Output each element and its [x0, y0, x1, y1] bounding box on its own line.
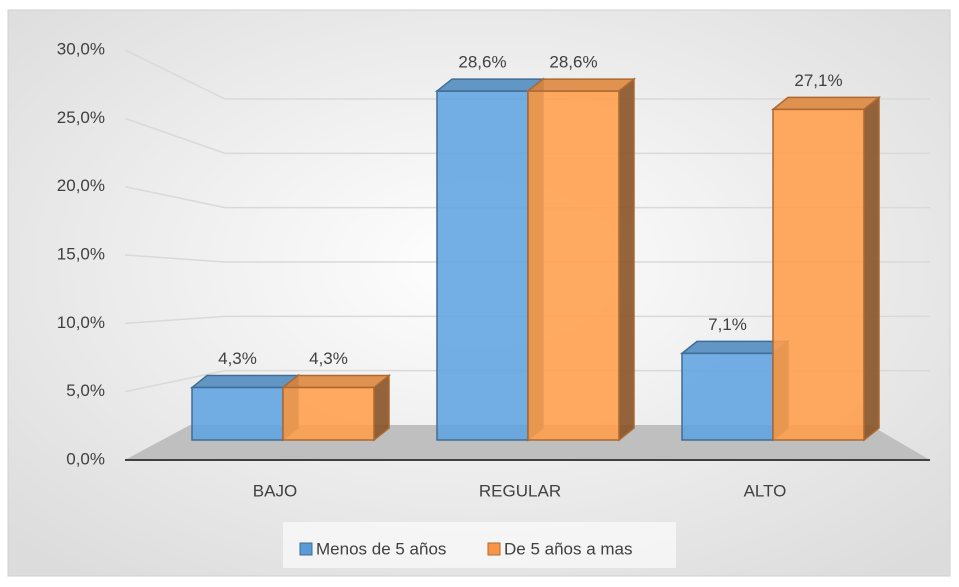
bar-face [280, 374, 392, 389]
bar-face [191, 386, 284, 441]
grid-line [124, 185, 930, 209]
bar-face [770, 96, 882, 111]
bar [189, 373, 301, 442]
bar-face [772, 108, 865, 441]
legend-label: Menos de 5 años [316, 539, 446, 558]
bar-face [282, 386, 375, 441]
data-label: 4,3% [309, 349, 348, 368]
y-tick-label: 15,0% [57, 244, 105, 263]
bar [525, 77, 637, 442]
y-tick-label: 5,0% [66, 381, 105, 400]
bar-face [527, 90, 620, 441]
bar-face [863, 95, 880, 442]
grid-line [124, 315, 930, 325]
legend-box [283, 522, 676, 568]
x-tick-label: BAJO [253, 481, 297, 500]
bar-face [189, 374, 301, 389]
data-label: 28,6% [458, 53, 506, 72]
data-label: 7,1% [708, 315, 747, 334]
bar-face [434, 78, 546, 92]
legend-swatch [487, 542, 501, 556]
legend-label: De 5 años a mas [504, 539, 633, 558]
bar-face [525, 78, 637, 92]
y-tick-label: 20,0% [57, 176, 105, 195]
bar [679, 339, 791, 442]
x-tick-label: ALTO [744, 481, 787, 500]
bar-face [618, 77, 635, 442]
grid-line [124, 254, 930, 263]
bar [434, 77, 546, 442]
x-tick-label: REGULAR [479, 481, 561, 500]
bar-face [679, 340, 791, 355]
y-tick-label: 30,0% [57, 39, 105, 58]
grid-line [124, 117, 930, 155]
y-tick-label: 10,0% [57, 313, 105, 332]
y-tick-label: 25,0% [57, 108, 105, 127]
data-label: 4,3% [218, 349, 257, 368]
data-label: 27,1% [794, 71, 842, 90]
grid-line [124, 49, 930, 100]
data-label: 28,6% [549, 53, 597, 72]
bar-face [436, 90, 529, 441]
bar [770, 95, 882, 442]
bar-face [681, 352, 774, 441]
bar [280, 373, 392, 442]
legend-swatch [299, 542, 313, 556]
y-tick-label: 0,0% [66, 449, 105, 468]
